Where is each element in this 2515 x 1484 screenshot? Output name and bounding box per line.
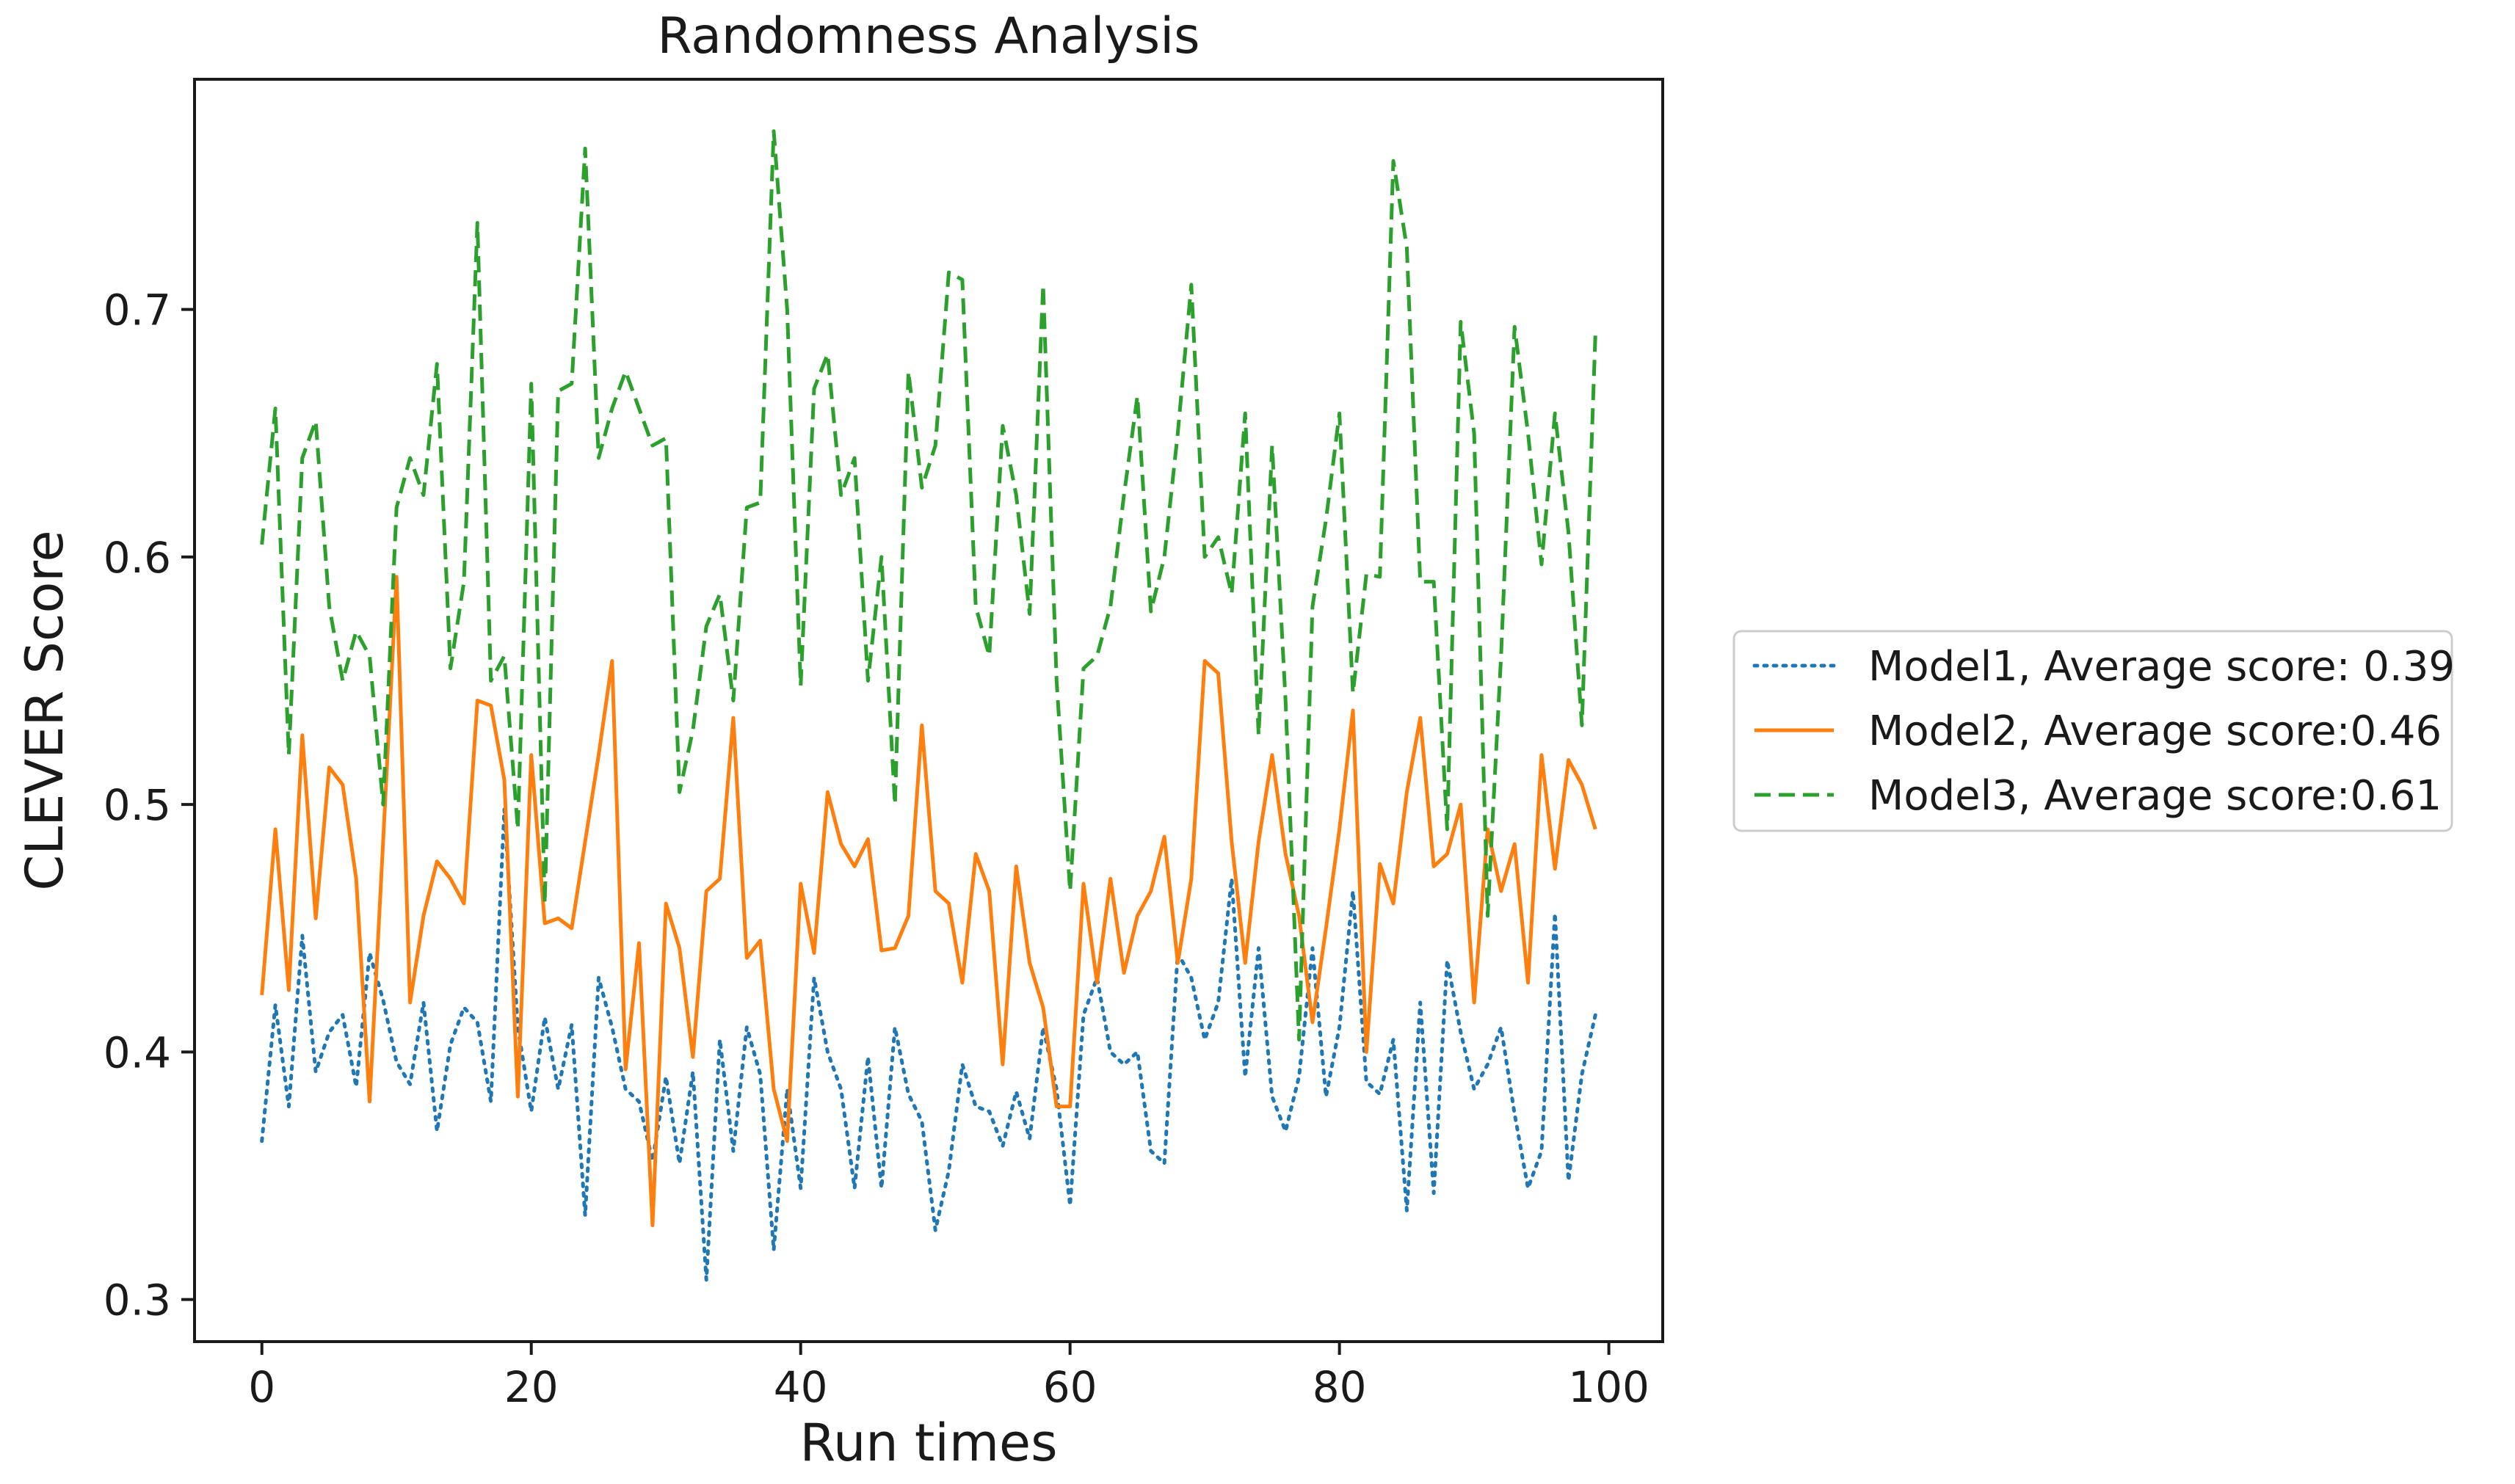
y-tick-label: 0.5 xyxy=(104,780,171,830)
x-axis: 0 20 40 60 80 100 xyxy=(248,1342,1650,1412)
legend-label-model1: Model1, Average score: 0.39 xyxy=(1868,643,2455,691)
y-axis-label: CLEVER Score xyxy=(15,530,75,890)
x-tick-label: 100 xyxy=(1568,1362,1650,1412)
y-tick-label: 0.3 xyxy=(104,1276,171,1325)
x-tick-label: 40 xyxy=(774,1362,828,1412)
y-axis: 0.3 0.4 0.5 0.6 0.7 xyxy=(104,285,195,1325)
chart-title: Randomness Analysis xyxy=(657,7,1200,65)
x-tick-label: 60 xyxy=(1043,1362,1097,1412)
x-tick-label: 0 xyxy=(248,1362,275,1412)
plot-frame xyxy=(193,78,1664,1343)
y-tick-label: 0.4 xyxy=(104,1027,171,1077)
series-line-model2 xyxy=(260,575,1597,1227)
series-line-model3 xyxy=(260,129,1597,1041)
series-line-model1 xyxy=(260,807,1597,1282)
series-layer xyxy=(260,129,1597,1282)
y-tick-label: 0.6 xyxy=(104,533,171,583)
legend: Model1, Average score: 0.39 Model2, Avera… xyxy=(1732,630,2455,832)
legend-frame xyxy=(1732,630,2453,832)
legend-label-model2: Model2, Average score:0.46 xyxy=(1868,708,2442,755)
y-tick-label: 0.7 xyxy=(104,285,171,335)
legend-label-model3: Model3, Average score:0.61 xyxy=(1868,772,2442,820)
x-tick-label: 80 xyxy=(1313,1362,1367,1412)
x-axis-label: Run times xyxy=(799,1413,1057,1473)
x-tick-label: 20 xyxy=(504,1362,559,1412)
